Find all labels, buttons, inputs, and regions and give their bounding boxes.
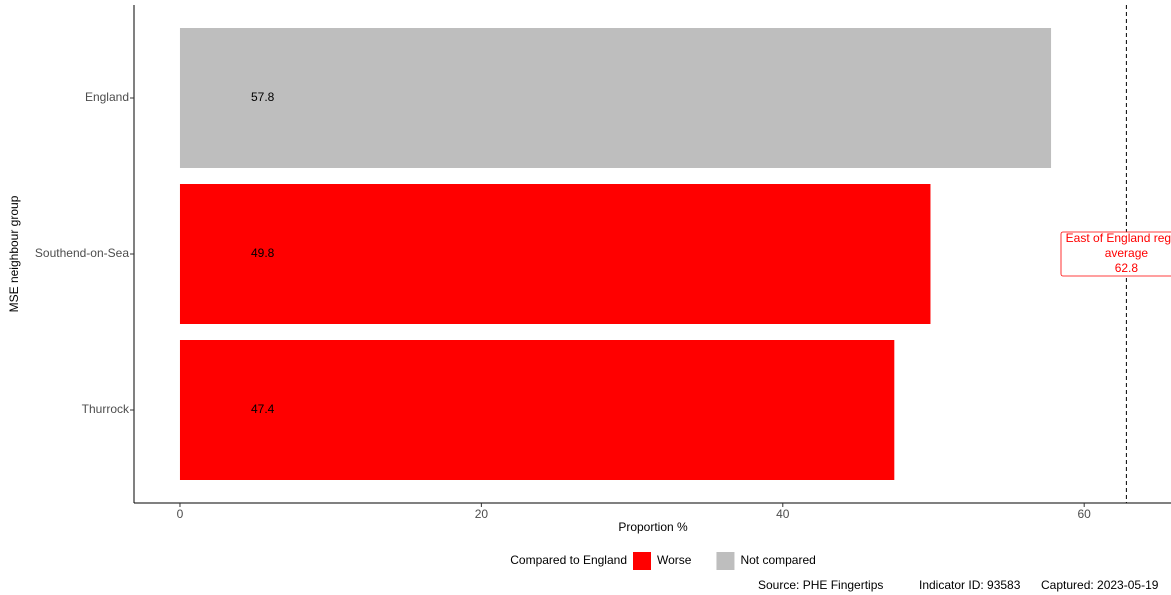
footer-text: Indicator ID: 93583 xyxy=(919,578,1021,592)
legend-label: Worse xyxy=(657,553,692,567)
footer-text: Captured: 2023-05-19 xyxy=(1041,578,1159,592)
y-tick-label: Thurrock xyxy=(82,402,130,416)
y-tick-label: Southend-on-Sea xyxy=(35,246,129,260)
x-tick-label: 20 xyxy=(475,507,489,521)
y-tick-label: England xyxy=(85,90,129,104)
x-tick-label: 0 xyxy=(177,507,184,521)
legend-swatch xyxy=(716,552,735,570)
annotation-text: average xyxy=(1105,246,1149,260)
legend-swatch xyxy=(633,552,651,570)
bar xyxy=(179,184,931,324)
x-tick-label: 40 xyxy=(776,507,790,521)
legend-title: Compared to England xyxy=(510,553,627,567)
x-tick-label: 60 xyxy=(1078,507,1092,521)
annotation-value: 62.8 xyxy=(1115,261,1139,275)
y-axis-title: MSE neighbour group xyxy=(7,195,21,312)
annotation-box xyxy=(1060,231,1171,277)
bar xyxy=(179,340,895,480)
footer-text: Source: PHE Fingertips xyxy=(758,578,883,592)
annotation-text: East of England region xyxy=(1066,231,1171,245)
value-label: 47.4 xyxy=(251,402,275,416)
value-label: 49.8 xyxy=(251,246,275,260)
legend-label: Not compared xyxy=(740,553,815,567)
bar xyxy=(179,28,1052,168)
value-label: 57.8 xyxy=(251,90,275,104)
x-axis-title: Proportion % xyxy=(618,520,688,534)
